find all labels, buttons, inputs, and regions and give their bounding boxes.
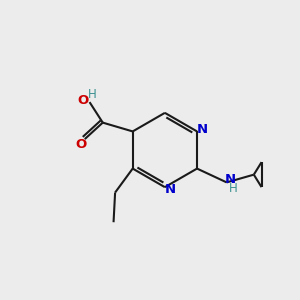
Text: N: N xyxy=(196,122,208,136)
Text: O: O xyxy=(76,138,87,151)
Text: O: O xyxy=(77,94,89,107)
Text: H: H xyxy=(88,88,97,101)
Text: H: H xyxy=(229,182,238,195)
Text: N: N xyxy=(164,183,175,196)
Text: N: N xyxy=(225,173,236,186)
